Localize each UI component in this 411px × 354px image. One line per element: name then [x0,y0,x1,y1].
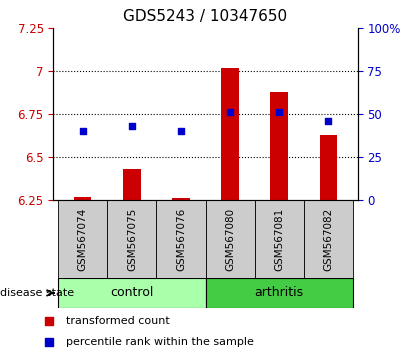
Text: disease state: disease state [0,288,74,298]
Bar [172,198,189,200]
Text: arthritis: arthritis [254,286,304,299]
Title: GDS5243 / 10347650: GDS5243 / 10347650 [123,9,288,24]
Bar [222,68,239,200]
Bar [206,200,254,278]
Text: control: control [110,286,154,299]
Text: GSM567081: GSM567081 [274,207,284,270]
Text: percentile rank within the sample: percentile rank within the sample [66,337,254,347]
Point [80,129,86,134]
Text: GSM567082: GSM567082 [323,207,333,270]
Point [178,129,184,134]
Text: GSM567076: GSM567076 [176,207,186,270]
Bar [254,200,304,278]
Point [46,339,53,345]
Bar [74,196,91,200]
Text: GSM567075: GSM567075 [127,207,137,270]
Bar [206,278,353,308]
Bar [58,200,107,278]
Bar [157,200,206,278]
Text: transformed count: transformed count [66,316,169,326]
Bar [58,278,206,308]
Point [227,110,233,115]
Text: GSM567080: GSM567080 [225,207,235,270]
Point [276,110,282,115]
Text: GSM567074: GSM567074 [78,207,88,270]
Bar [123,169,141,200]
Point [46,318,53,324]
Bar [320,135,337,200]
Point [325,118,331,124]
Bar [107,200,157,278]
Bar [304,200,353,278]
Bar [270,92,288,200]
Point [129,123,135,129]
